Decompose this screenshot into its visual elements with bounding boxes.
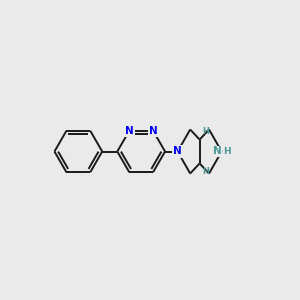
Text: N: N	[149, 126, 158, 136]
Text: H: H	[202, 128, 209, 136]
Text: N: N	[125, 126, 134, 136]
Text: H: H	[202, 167, 209, 176]
Text: N: N	[173, 146, 182, 157]
Text: H: H	[223, 147, 230, 156]
Text: N: N	[213, 146, 222, 157]
